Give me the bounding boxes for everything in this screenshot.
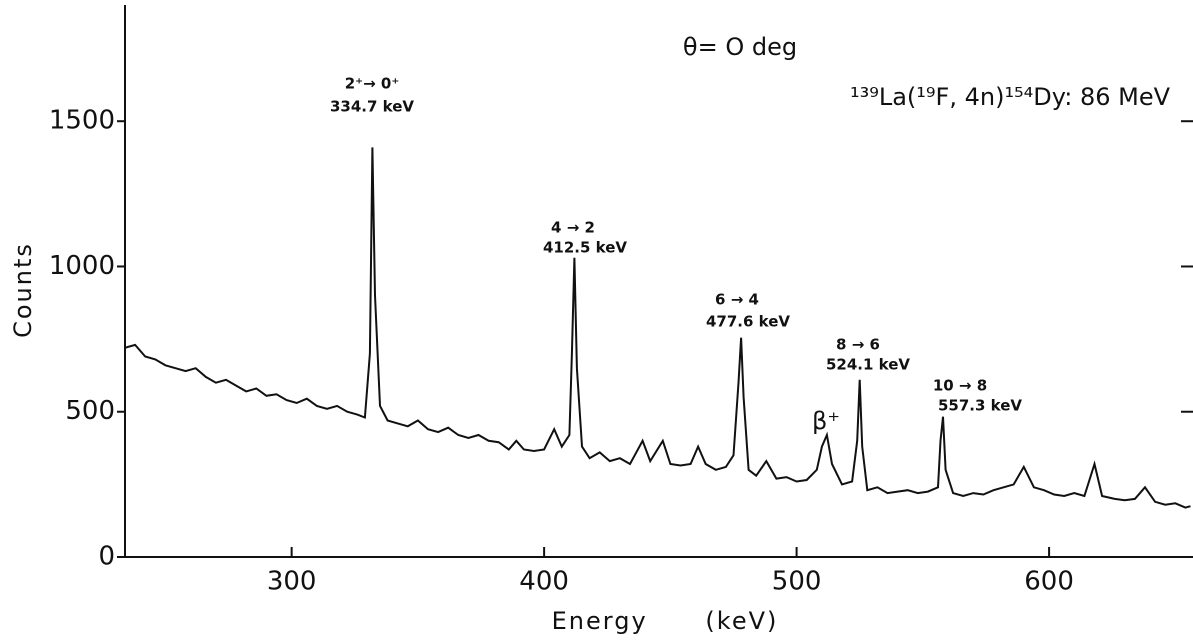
annotation: β⁺ [812,407,840,435]
annotation: 334.7 keV [330,98,414,116]
y-tick-label: 500 [65,396,115,426]
x-tick-label: 600 [1024,567,1074,597]
x-tick-label: 300 [267,567,317,597]
y-tick-label: 1000 [49,251,115,281]
y-axis-label: Counts [9,242,37,338]
annotation: θ= O deg [683,33,797,61]
annotation: 2⁺→ 0⁺ [345,75,400,93]
y-tick-label: 0 [98,542,115,572]
annotation: 477.6 keV [706,313,790,331]
annotation: 4 → 2 [551,219,595,237]
annotation: 8 → 6 [836,336,880,354]
annotation: 412.5 keV [543,239,627,257]
spectrum-line [124,147,1191,509]
annotation: 10 → 8 [933,377,987,395]
x-tick-label: 400 [519,567,569,597]
x-axis-label: Energy (keV) [552,607,779,635]
annotation: 524.1 keV [826,356,910,374]
y-tick-label: 1500 [49,106,115,136]
x-tick-label: 500 [772,567,822,597]
annotation: 557.3 keV [938,397,1022,415]
annotation: ¹³⁹La(¹⁹F, 4n)¹⁵⁴Dy: 86 MeV [850,83,1171,111]
annotation: 6 → 4 [715,291,759,309]
